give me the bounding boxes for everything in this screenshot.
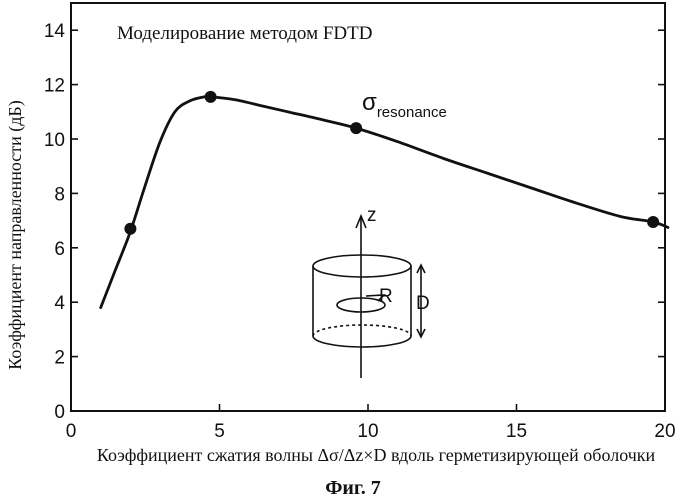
chart-title: Моделирование методом FDTD	[117, 23, 372, 44]
resonance-symbol: σ	[362, 89, 377, 116]
figure-caption: Фиг. 7	[325, 477, 381, 499]
x-tick-label: 0	[66, 421, 77, 442]
x-axis-ticks: 0 5 10 15 20	[66, 404, 676, 442]
y-tick-label: 4	[54, 293, 65, 314]
y-tick-label: 8	[54, 184, 65, 205]
resonance-label: σresonance	[362, 89, 447, 121]
x-tick-label: 5	[214, 421, 225, 442]
y-tick-label: 10	[44, 130, 65, 151]
inset-d-label: D	[416, 293, 430, 314]
x-tick-label: 15	[506, 421, 527, 442]
y-tick-label: 6	[54, 239, 65, 260]
cylinder-inset-diagram: z R D	[313, 205, 430, 378]
inset-r-label: R	[379, 286, 393, 307]
x-tick-label: 20	[654, 421, 675, 442]
inset-z-label: z	[367, 205, 377, 226]
y-tick-label: 2	[54, 348, 65, 369]
y-tick-label: 14	[44, 21, 66, 42]
data-point	[205, 91, 217, 103]
y-axis-label: Коэффициент направленности (дБ)	[5, 100, 26, 369]
x-tick-label: 10	[357, 421, 378, 442]
data-point	[350, 122, 362, 134]
resonance-subscript: resonance	[377, 104, 447, 121]
y-tick-label: 0	[54, 402, 65, 423]
y-tick-label: 12	[44, 76, 65, 97]
y-axis-ticks: 0 2 4 6 8 10 12 14	[44, 21, 665, 423]
data-point	[124, 223, 136, 235]
x-axis-label: Коэффициент сжатия волны Δσ/Δz×D вдоль г…	[97, 445, 656, 465]
data-point	[647, 216, 659, 228]
